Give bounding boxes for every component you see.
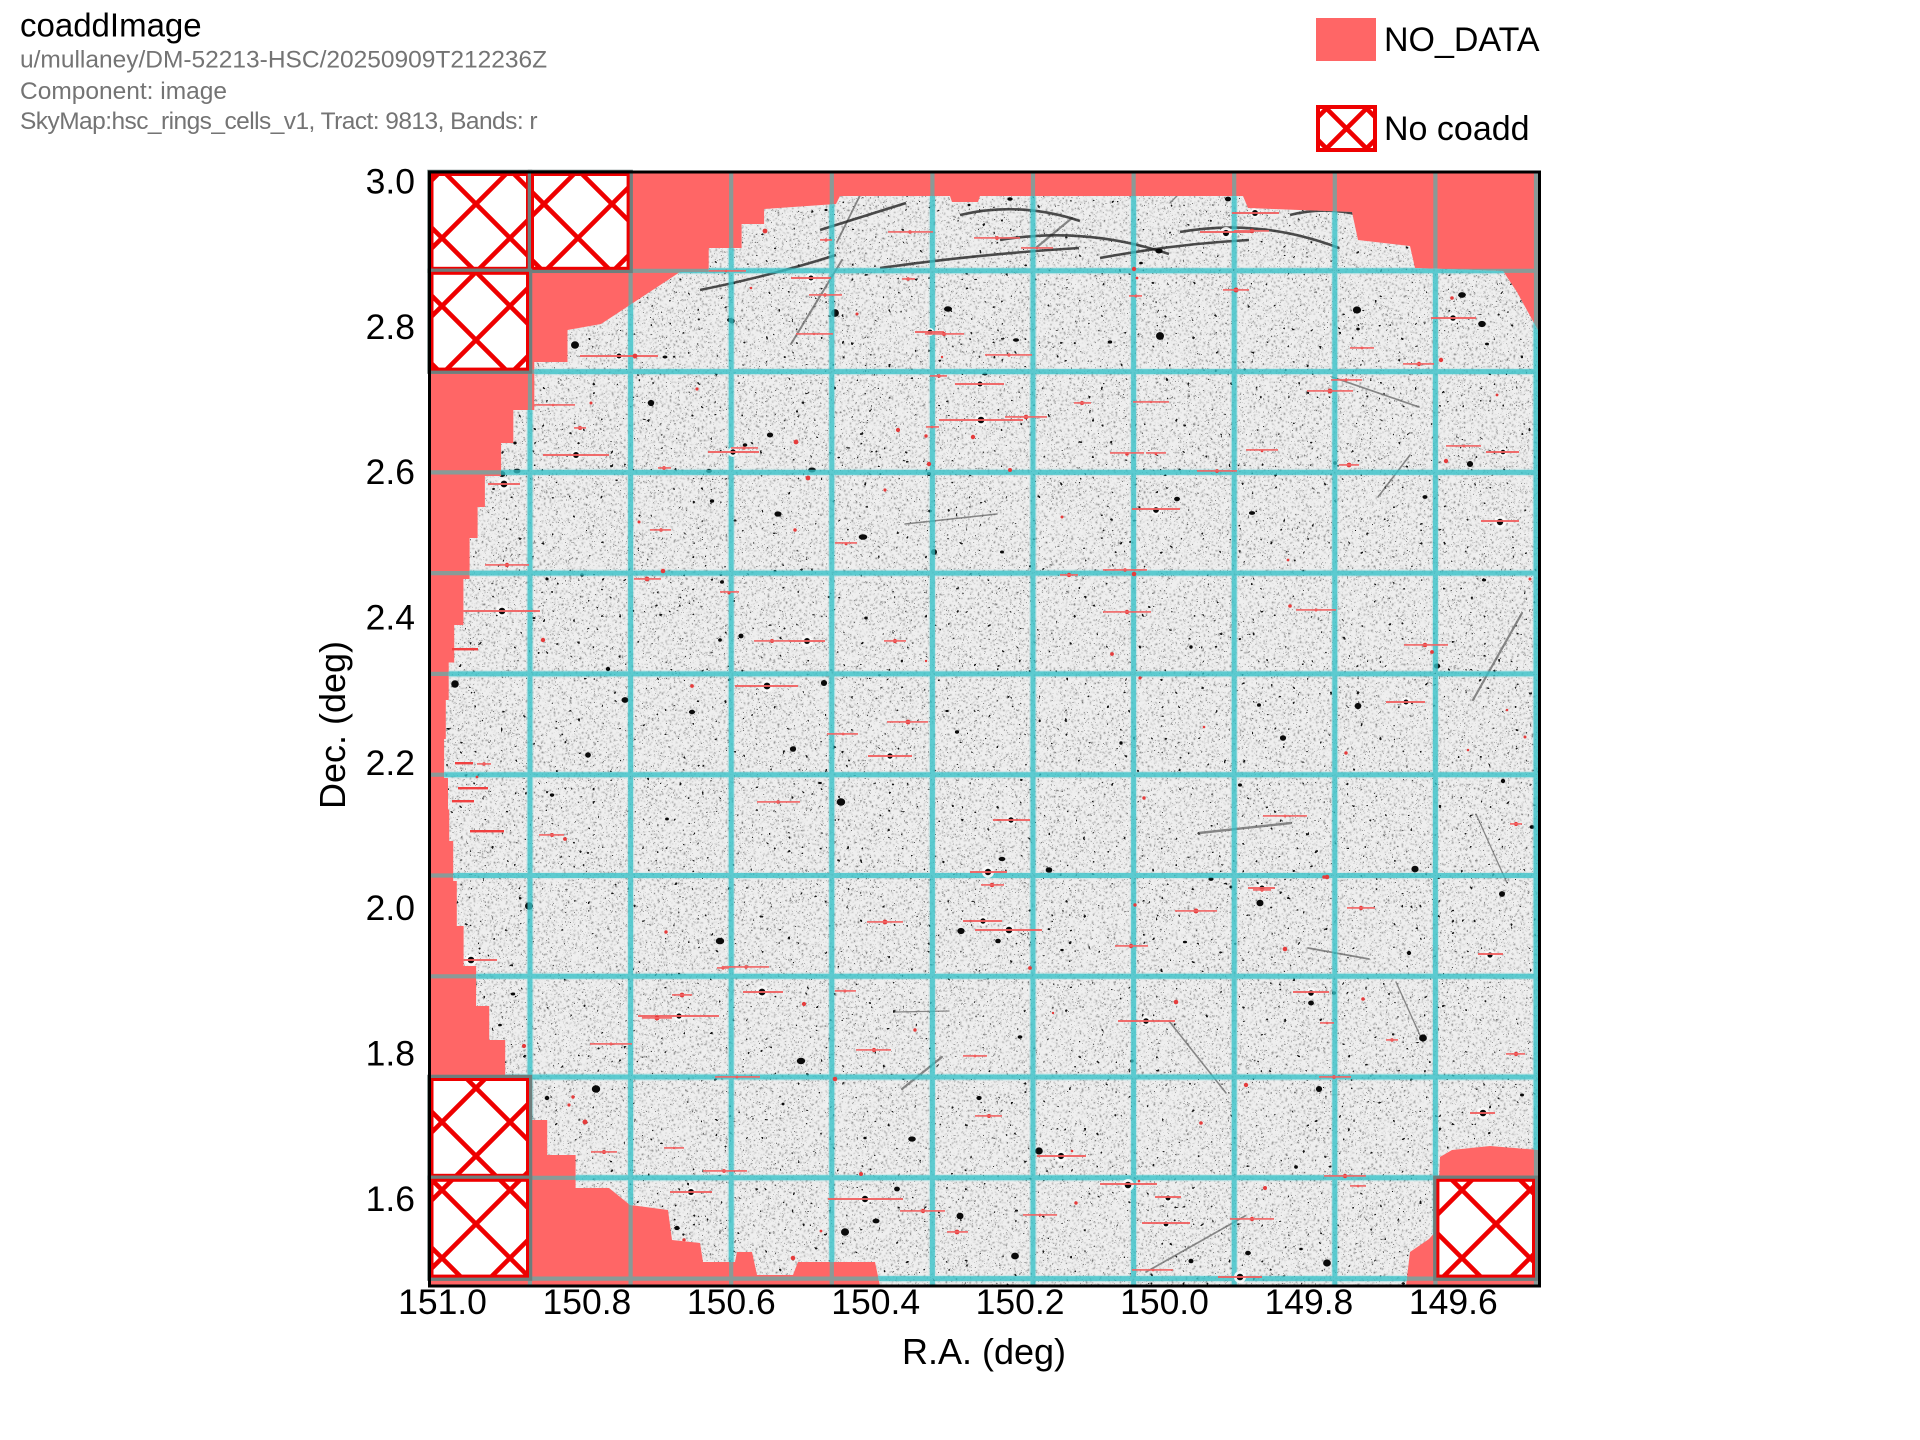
svg-text:SkyMap:hsc_rings_cells_v1, Tra: SkyMap:hsc_rings_cells_v1, Tract: 9813, … <box>20 108 537 135</box>
svg-text:Component: image: Component: image <box>20 78 227 105</box>
svg-text:Dec. (deg): Dec. (deg) <box>312 641 353 809</box>
svg-text:R.A. (deg): R.A. (deg) <box>902 1331 1066 1372</box>
svg-text:150.0: 150.0 <box>1120 1282 1209 1322</box>
svg-text:150.6: 150.6 <box>687 1282 776 1322</box>
svg-text:2.6: 2.6 <box>366 452 415 492</box>
svg-text:No coadd: No coadd <box>1384 110 1530 148</box>
svg-text:150.8: 150.8 <box>542 1282 631 1322</box>
svg-text:150.4: 150.4 <box>831 1282 920 1322</box>
svg-text:1.8: 1.8 <box>366 1034 415 1074</box>
svg-text:149.6: 149.6 <box>1409 1282 1498 1322</box>
svg-text:u/mullaney/DM-52213-HSC/202509: u/mullaney/DM-52213-HSC/20250909T212236Z <box>20 47 547 74</box>
svg-text:2.2: 2.2 <box>366 743 415 783</box>
svg-text:NO_DATA: NO_DATA <box>1384 21 1540 59</box>
svg-text:2.0: 2.0 <box>366 888 415 928</box>
svg-text:1.6: 1.6 <box>366 1179 415 1219</box>
svg-text:151.0: 151.0 <box>398 1282 487 1322</box>
svg-text:149.8: 149.8 <box>1264 1282 1353 1322</box>
svg-text:2.8: 2.8 <box>366 307 415 347</box>
svg-text:3.0: 3.0 <box>366 161 415 201</box>
svg-text:coaddImage: coaddImage <box>20 7 202 44</box>
svg-text:150.2: 150.2 <box>976 1282 1065 1322</box>
svg-text:2.4: 2.4 <box>366 597 415 637</box>
